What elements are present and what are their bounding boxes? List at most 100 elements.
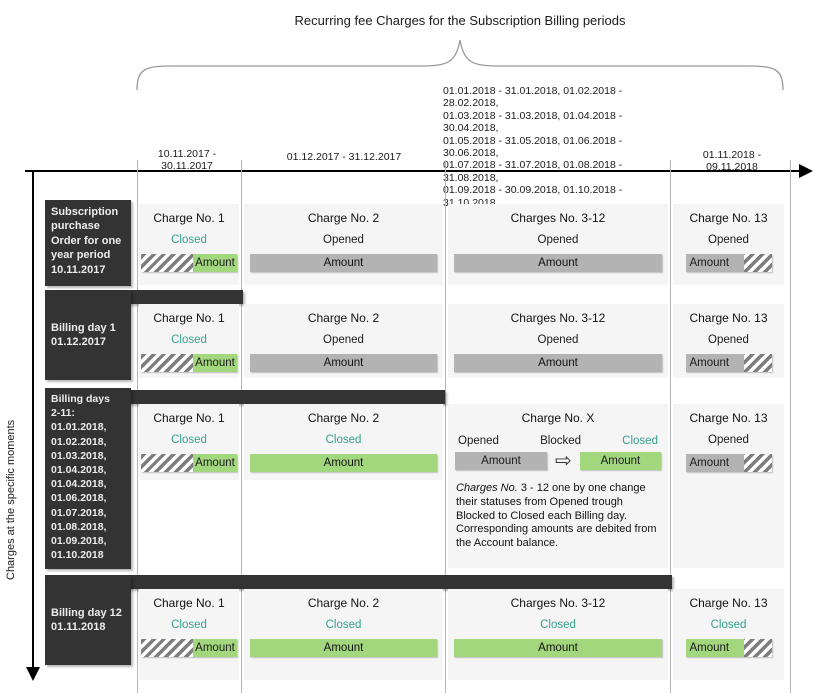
charge-status: Closed	[171, 434, 207, 446]
amount-bar: Amount	[250, 354, 437, 372]
charge-title: Charges No. 3-12	[510, 211, 606, 225]
period-label-2: 01.12.2017 - 31.12.2017	[286, 151, 402, 163]
amount-label: Amount	[193, 639, 237, 657]
amount-label: Amount	[193, 254, 237, 272]
charge-status: Opened	[323, 234, 364, 246]
amount-bar: Amount	[141, 639, 237, 657]
charge-status: Opened	[537, 334, 579, 346]
amount-transition: Amount ⇨ Amount	[448, 450, 668, 472]
cell-row3-charge1: Charge No. 1 Closed Amount	[139, 404, 239, 480]
charge-status: Opened	[537, 234, 579, 246]
cell-row4-charge1: Charge No. 1 Closed Amount	[139, 589, 239, 680]
cell-row3-charge13: Charge No. 13 Opened Amount	[673, 404, 784, 568]
curly-brace	[136, 39, 784, 91]
charge-status: Closed	[540, 619, 576, 631]
charge-title: Charge No. 2	[307, 596, 380, 610]
row-label-subscription-purchase: Subscription purchase Order for one year…	[45, 200, 131, 286]
amount-bar: Amount	[250, 639, 437, 657]
status-transition-labels: Opened Blocked Closed	[448, 435, 668, 447]
amount-bar: Amount	[141, 254, 237, 272]
cell-row2-charge1: Charge No. 1 Closed Amount	[139, 304, 239, 378]
hatch-pattern	[743, 354, 772, 372]
charge-title: Charge No. 2	[307, 411, 380, 425]
amount-label: Amount	[193, 454, 237, 472]
charge-status: Closed	[325, 619, 362, 631]
charge-status: Closed	[171, 619, 207, 631]
cell-row2-charges3-12: Charges No. 3-12 Opened Amount	[448, 304, 668, 378]
charge-title: Charge No. 13	[689, 311, 768, 325]
hatch-pattern	[743, 254, 772, 272]
amount-label: Amount	[685, 639, 744, 657]
row-label-billing-day-1: Billing day 1 01.12.2017	[45, 290, 131, 380]
amount-bar: Amount	[250, 254, 437, 272]
amount-bar: Amount	[454, 639, 662, 657]
amount-bar: Amount	[685, 639, 772, 657]
status-blocked: Blocked	[540, 435, 582, 447]
hatch-pattern	[141, 639, 193, 657]
time-progress-bar	[45, 390, 445, 404]
charge-title: Charge No. 1	[153, 411, 225, 425]
status-opened: Opened	[458, 435, 499, 447]
amount-bar: Amount	[454, 354, 662, 372]
row-label-billing-days-2-11: Billing days 2-11: 01.01.2018, 01.02.201…	[45, 388, 131, 569]
gridline	[670, 160, 671, 693]
charge-title: Charge No. 2	[307, 211, 380, 225]
amount-label: Amount	[685, 254, 744, 272]
amount-bar-opened: Amount	[455, 452, 547, 470]
amount-bar: Amount	[250, 454, 437, 472]
charge-title: Charge No. 1	[153, 311, 225, 325]
amount-bar: Amount	[141, 454, 237, 472]
gridline	[137, 160, 138, 693]
cell-row1-charge2: Charge No. 2 Opened Amount	[244, 204, 443, 285]
charge-title: Charge No. 13	[689, 211, 768, 225]
timeline-arrow-icon	[799, 164, 813, 178]
amount-bar-closed: Amount	[579, 452, 661, 470]
charge-title: Charge No. 2	[307, 311, 380, 325]
cell-row4-charge2: Charge No. 2 Closed Amount	[244, 589, 443, 680]
charge-title: Charge No. 1	[153, 211, 225, 225]
cell-row2-charge13: Charge No. 13 Opened Amount	[673, 304, 784, 378]
charge-status: Opened	[708, 434, 749, 446]
cell-row3-charge-x: Charge No. X Opened Blocked Closed Amoun…	[448, 404, 668, 568]
charge-title: Charge No. 13	[689, 411, 768, 425]
time-progress-bar	[45, 575, 672, 589]
moments-axis	[32, 171, 34, 669]
charge-status: Opened	[708, 334, 749, 346]
charge-status: Closed	[710, 619, 747, 631]
charge-status: Opened	[708, 234, 749, 246]
charge-note: Charges No. 3 - 12 one by one change the…	[448, 482, 668, 551]
cell-row1-charge13: Charge No. 13 Opened Amount	[673, 204, 784, 285]
amount-bar: Amount	[685, 354, 772, 372]
amount-label: Amount	[193, 354, 237, 372]
charge-title: Charge No. 13	[689, 596, 768, 610]
cell-row2-charge2: Charge No. 2 Opened Amount	[244, 304, 443, 378]
hatch-pattern	[141, 454, 193, 472]
note-italic-part: Charges No.	[456, 482, 518, 494]
cell-row4-charges3-12: Charges No. 3-12 Closed Amount	[448, 589, 668, 680]
note-rest-part: 3 - 12 one by one change their statuses …	[456, 482, 657, 550]
charge-title: Charges No. 3-12	[510, 311, 606, 325]
charge-title: Charge No. 1	[153, 596, 225, 610]
hatch-pattern	[141, 354, 193, 372]
charge-status: Opened	[323, 334, 364, 346]
charge-title: Charges No. 3-12	[510, 596, 606, 610]
moments-arrow-icon	[26, 667, 40, 681]
hatch-pattern	[743, 454, 772, 472]
right-arrow-icon: ⇨	[555, 450, 572, 472]
amount-bar: Amount	[141, 354, 237, 372]
period-label-1: 10.11.2017 - 30.11.2017	[157, 148, 217, 172]
charge-title: Charge No. X	[521, 411, 595, 425]
amount-label: Amount	[685, 454, 744, 472]
cell-row1-charges3-12: Charges No. 3-12 Opened Amount	[448, 204, 668, 285]
diagram-title: Recurring fee Charges for the Subscripti…	[294, 13, 626, 28]
amount-label: Amount	[685, 354, 744, 372]
amount-bar: Amount	[685, 254, 772, 272]
y-axis-label: Charges at the specific moments	[5, 419, 17, 580]
billing-periods-2018: 01.01.2018 - 31.01.2018, 01.02.2018 - 28…	[443, 85, 623, 209]
gridline	[241, 160, 242, 693]
charge-status: Closed	[171, 234, 207, 246]
gridline	[445, 160, 446, 693]
amount-bar: Amount	[454, 254, 662, 272]
hatch-pattern	[141, 254, 193, 272]
